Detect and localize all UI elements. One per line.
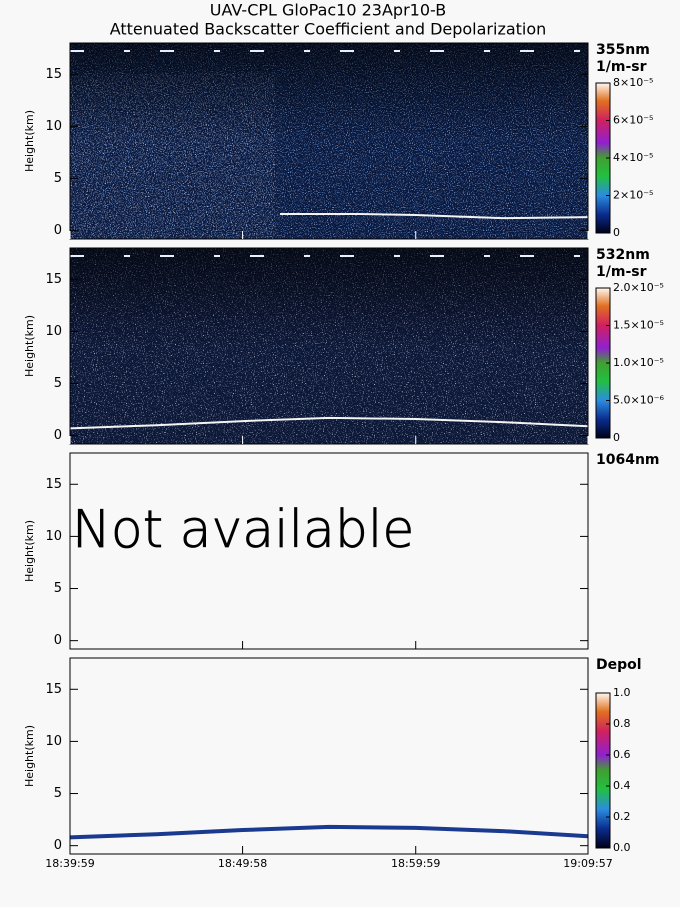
unit-label: 1/m-sr — [596, 264, 647, 280]
y-tick-label: 15 — [45, 477, 62, 492]
x-tick-label: 18:39:59 — [45, 857, 94, 870]
panel-label: Depol — [596, 657, 642, 673]
y-tick-label: 0 — [54, 223, 62, 238]
surface-layer — [69, 416, 589, 430]
y-tick-label: 10 — [45, 119, 62, 134]
plot-frame — [69, 42, 589, 240]
plot-frame — [69, 657, 589, 855]
x-tick-label: 18:49:58 — [218, 857, 267, 870]
surface-layer — [69, 824, 589, 840]
x-tick-label: 19:09:57 — [563, 857, 612, 870]
panel-label: 532nm — [596, 247, 650, 263]
colorbar-label: 0 — [613, 226, 620, 239]
colorbar-label: 1.0×10⁻⁵ — [613, 356, 664, 369]
title: UAV-CPL GloPac10 23Apr10-B — [210, 1, 446, 20]
y-tick-label: 0 — [54, 428, 62, 443]
unit-label: 1/m-sr — [596, 59, 647, 75]
colorbar-label: 5.0×10⁻⁶ — [613, 394, 665, 407]
colorbar-label: 0.8 — [613, 717, 631, 730]
y-tick-label: 0 — [54, 633, 62, 648]
x-tick-label: 18:59:59 — [391, 857, 440, 870]
colorbar-label: 2×10⁻⁵ — [613, 189, 653, 202]
colorbar-label: 1.0 — [613, 686, 631, 699]
y-tick-label: 5 — [54, 786, 62, 801]
plot-background — [70, 658, 588, 854]
plot-frame — [69, 452, 589, 650]
y-tick-label: 5 — [54, 376, 62, 391]
panel-label: 355nm — [596, 42, 650, 58]
y-tick-label: 15 — [45, 67, 62, 82]
colorbar-label: 4×10⁻⁵ — [613, 151, 653, 164]
note: Not available — [72, 500, 414, 560]
y-tick-label: 5 — [54, 171, 62, 186]
colorbar — [595, 692, 611, 849]
y-axis-label: Height(km) — [23, 725, 36, 787]
y-tick-label: 10 — [45, 734, 62, 749]
y-tick-label: 5 — [54, 581, 62, 596]
y-axis-label: Height(km) — [23, 315, 36, 377]
colorbar-label: 0 — [613, 431, 620, 444]
y-tick-label: 10 — [45, 324, 62, 339]
y-tick-label: 15 — [45, 272, 62, 287]
plot-frame — [69, 247, 589, 445]
colorbar-label: 6×10⁻⁵ — [613, 114, 653, 127]
colorbar-label: 0.4 — [613, 779, 631, 792]
subtitle: Attenuated Backscatter Coefficient and D… — [110, 20, 547, 39]
y-tick-label: 10 — [45, 529, 62, 544]
panel-label: 1064nm — [596, 452, 660, 468]
y-tick-label: 0 — [54, 838, 62, 853]
colorbar-label: 8×10⁻⁵ — [613, 76, 653, 89]
colorbar-label: 0.2 — [613, 810, 631, 823]
colorbar-label: 0.0 — [613, 841, 631, 854]
colorbar-label: 0.6 — [613, 748, 631, 761]
colorbar-label: 1.5×10⁻⁵ — [613, 319, 664, 332]
surface-layer — [280, 212, 589, 220]
plot-background — [70, 453, 588, 649]
upper-fade — [70, 43, 588, 141]
y-axis-label: Height(km) — [23, 110, 36, 172]
y-axis-label: Height(km) — [23, 520, 36, 582]
colorbar-label: 2.0×10⁻⁵ — [613, 281, 664, 294]
upper-fade — [70, 248, 588, 346]
y-tick-label: 15 — [45, 682, 62, 697]
